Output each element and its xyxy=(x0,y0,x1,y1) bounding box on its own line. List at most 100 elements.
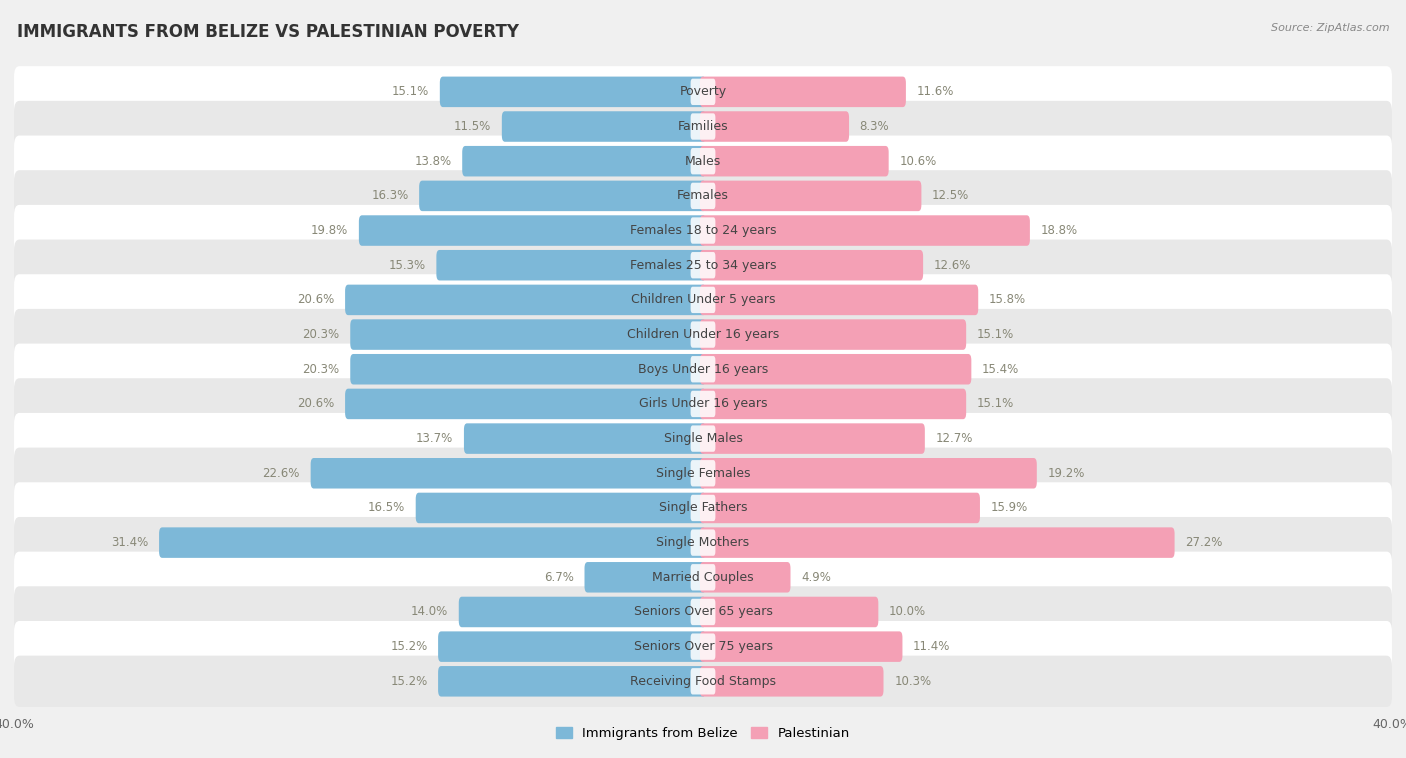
FancyBboxPatch shape xyxy=(359,215,706,246)
Text: 10.0%: 10.0% xyxy=(889,606,927,619)
FancyBboxPatch shape xyxy=(502,111,706,142)
FancyBboxPatch shape xyxy=(14,101,1392,152)
FancyBboxPatch shape xyxy=(700,319,966,350)
Text: 12.7%: 12.7% xyxy=(935,432,973,445)
Text: Receiving Food Stamps: Receiving Food Stamps xyxy=(630,675,776,688)
FancyBboxPatch shape xyxy=(700,666,883,697)
FancyBboxPatch shape xyxy=(700,631,903,662)
Text: 10.3%: 10.3% xyxy=(894,675,931,688)
Text: 16.3%: 16.3% xyxy=(371,190,409,202)
Text: 11.5%: 11.5% xyxy=(454,120,491,133)
Text: 8.3%: 8.3% xyxy=(859,120,890,133)
FancyBboxPatch shape xyxy=(700,354,972,384)
FancyBboxPatch shape xyxy=(700,528,1174,558)
Text: Single Mothers: Single Mothers xyxy=(657,536,749,549)
Text: Families: Families xyxy=(678,120,728,133)
Text: 15.1%: 15.1% xyxy=(392,86,429,99)
Text: 6.7%: 6.7% xyxy=(544,571,574,584)
Text: 11.4%: 11.4% xyxy=(912,641,950,653)
Text: 31.4%: 31.4% xyxy=(111,536,149,549)
FancyBboxPatch shape xyxy=(311,458,706,488)
FancyBboxPatch shape xyxy=(690,599,716,625)
FancyBboxPatch shape xyxy=(436,250,706,280)
FancyBboxPatch shape xyxy=(700,493,980,523)
Text: 15.3%: 15.3% xyxy=(388,258,426,271)
FancyBboxPatch shape xyxy=(439,666,706,697)
FancyBboxPatch shape xyxy=(690,529,716,556)
Text: 4.9%: 4.9% xyxy=(801,571,831,584)
FancyBboxPatch shape xyxy=(690,218,716,244)
Text: 15.1%: 15.1% xyxy=(977,328,1014,341)
FancyBboxPatch shape xyxy=(690,321,716,348)
Text: Males: Males xyxy=(685,155,721,168)
Text: 11.6%: 11.6% xyxy=(917,86,953,99)
FancyBboxPatch shape xyxy=(14,656,1392,707)
Text: 19.8%: 19.8% xyxy=(311,224,349,237)
FancyBboxPatch shape xyxy=(690,634,716,659)
Text: Girls Under 16 years: Girls Under 16 years xyxy=(638,397,768,410)
FancyBboxPatch shape xyxy=(14,66,1392,117)
FancyBboxPatch shape xyxy=(440,77,706,107)
FancyBboxPatch shape xyxy=(458,597,706,627)
FancyBboxPatch shape xyxy=(690,114,716,139)
FancyBboxPatch shape xyxy=(700,389,966,419)
FancyBboxPatch shape xyxy=(14,205,1392,256)
Text: Boys Under 16 years: Boys Under 16 years xyxy=(638,363,768,376)
Text: 13.8%: 13.8% xyxy=(415,155,451,168)
FancyBboxPatch shape xyxy=(14,448,1392,499)
Text: 20.6%: 20.6% xyxy=(297,397,335,410)
FancyBboxPatch shape xyxy=(585,562,706,593)
Text: 20.6%: 20.6% xyxy=(297,293,335,306)
Text: 15.4%: 15.4% xyxy=(981,363,1019,376)
FancyBboxPatch shape xyxy=(14,343,1392,395)
Text: Seniors Over 65 years: Seniors Over 65 years xyxy=(634,606,772,619)
Text: IMMIGRANTS FROM BELIZE VS PALESTINIAN POVERTY: IMMIGRANTS FROM BELIZE VS PALESTINIAN PO… xyxy=(17,23,519,41)
FancyBboxPatch shape xyxy=(14,413,1392,464)
Text: 15.2%: 15.2% xyxy=(391,675,427,688)
FancyBboxPatch shape xyxy=(700,146,889,177)
FancyBboxPatch shape xyxy=(14,517,1392,568)
Text: 18.8%: 18.8% xyxy=(1040,224,1078,237)
Text: Single Females: Single Females xyxy=(655,467,751,480)
FancyBboxPatch shape xyxy=(14,171,1392,221)
FancyBboxPatch shape xyxy=(350,354,706,384)
Text: 12.5%: 12.5% xyxy=(932,190,969,202)
FancyBboxPatch shape xyxy=(700,77,905,107)
FancyBboxPatch shape xyxy=(690,668,716,694)
Text: Married Couples: Married Couples xyxy=(652,571,754,584)
FancyBboxPatch shape xyxy=(14,378,1392,430)
FancyBboxPatch shape xyxy=(419,180,706,211)
FancyBboxPatch shape xyxy=(14,136,1392,187)
Text: Single Fathers: Single Fathers xyxy=(659,502,747,515)
FancyBboxPatch shape xyxy=(344,389,706,419)
FancyBboxPatch shape xyxy=(700,180,921,211)
FancyBboxPatch shape xyxy=(690,356,716,383)
FancyBboxPatch shape xyxy=(700,111,849,142)
Text: Seniors Over 75 years: Seniors Over 75 years xyxy=(634,641,772,653)
FancyBboxPatch shape xyxy=(463,146,706,177)
Text: 16.5%: 16.5% xyxy=(368,502,405,515)
FancyBboxPatch shape xyxy=(690,460,716,487)
FancyBboxPatch shape xyxy=(690,287,716,313)
Text: 22.6%: 22.6% xyxy=(263,467,299,480)
FancyBboxPatch shape xyxy=(14,240,1392,291)
Text: 14.0%: 14.0% xyxy=(411,606,449,619)
FancyBboxPatch shape xyxy=(690,425,716,452)
FancyBboxPatch shape xyxy=(14,621,1392,672)
Text: Children Under 16 years: Children Under 16 years xyxy=(627,328,779,341)
Text: 15.1%: 15.1% xyxy=(977,397,1014,410)
FancyBboxPatch shape xyxy=(700,250,924,280)
FancyBboxPatch shape xyxy=(690,390,716,417)
FancyBboxPatch shape xyxy=(700,562,790,593)
FancyBboxPatch shape xyxy=(690,495,716,521)
Legend: Immigrants from Belize, Palestinian: Immigrants from Belize, Palestinian xyxy=(551,722,855,745)
Text: Source: ZipAtlas.com: Source: ZipAtlas.com xyxy=(1271,23,1389,33)
FancyBboxPatch shape xyxy=(690,252,716,278)
FancyBboxPatch shape xyxy=(416,493,706,523)
Text: Single Males: Single Males xyxy=(664,432,742,445)
Text: 13.7%: 13.7% xyxy=(416,432,453,445)
Text: 19.2%: 19.2% xyxy=(1047,467,1085,480)
Text: 20.3%: 20.3% xyxy=(302,363,340,376)
Text: Females 18 to 24 years: Females 18 to 24 years xyxy=(630,224,776,237)
FancyBboxPatch shape xyxy=(700,458,1036,488)
